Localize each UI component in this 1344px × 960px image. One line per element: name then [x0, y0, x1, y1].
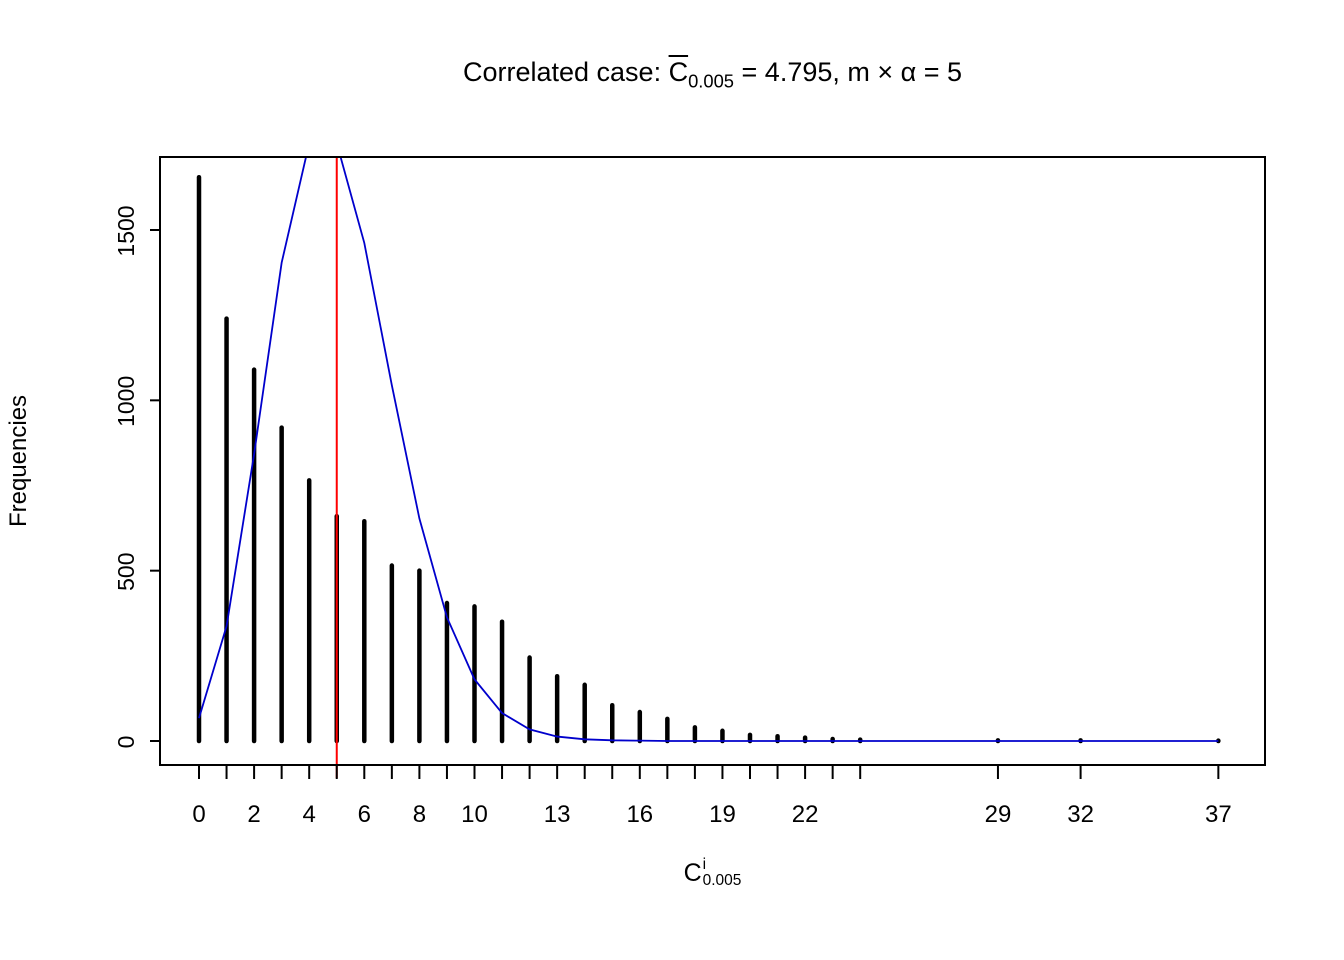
- chart-title: Correlated case: C0.005 = 4.795, m × α =…: [160, 57, 1265, 92]
- blue-curve: [198, 157, 1219, 742]
- title-c-subscript: 0.005: [688, 70, 735, 92]
- y-tick-label: 1000: [113, 376, 139, 427]
- y-tick-label: 1500: [113, 205, 139, 256]
- x-label-supsub: i 0.005: [702, 856, 742, 890]
- x-tick-label: 0: [192, 801, 205, 828]
- title-c-overline: C: [668, 57, 689, 87]
- y-axis-ticks: [150, 229, 160, 742]
- x-label-subscript: 0.005: [702, 872, 742, 890]
- title-prefix: Correlated case:: [462, 57, 669, 87]
- x-label-base: C: [683, 858, 702, 887]
- x-tick-label: 6: [358, 801, 371, 828]
- x-tick-label: 22: [792, 801, 819, 828]
- frequency-spikes: [196, 174, 1221, 744]
- x-tick-label: 4: [303, 801, 316, 828]
- x-tick-label: 37: [1205, 801, 1232, 828]
- x-tick-label: 19: [709, 801, 736, 828]
- x-tick-label: 8: [413, 801, 426, 828]
- y-tick-label: 500: [113, 552, 139, 590]
- x-tick-label: 16: [626, 801, 653, 828]
- y-axis-label: Frequencies: [5, 395, 32, 527]
- x-tick-label: 29: [985, 801, 1012, 828]
- x-tick-label: 10: [461, 801, 488, 828]
- x-tick-label: 13: [544, 801, 571, 828]
- title-suffix: = 4.795, m × α = 5: [734, 57, 963, 87]
- y-tick-label: 0: [113, 736, 139, 749]
- plot-box: [159, 156, 1266, 766]
- x-tick-label: 32: [1067, 801, 1094, 828]
- x-axis-ticks: [198, 765, 1220, 779]
- x-label-superscript: i: [702, 856, 707, 873]
- x-tick-label: 2: [247, 801, 260, 828]
